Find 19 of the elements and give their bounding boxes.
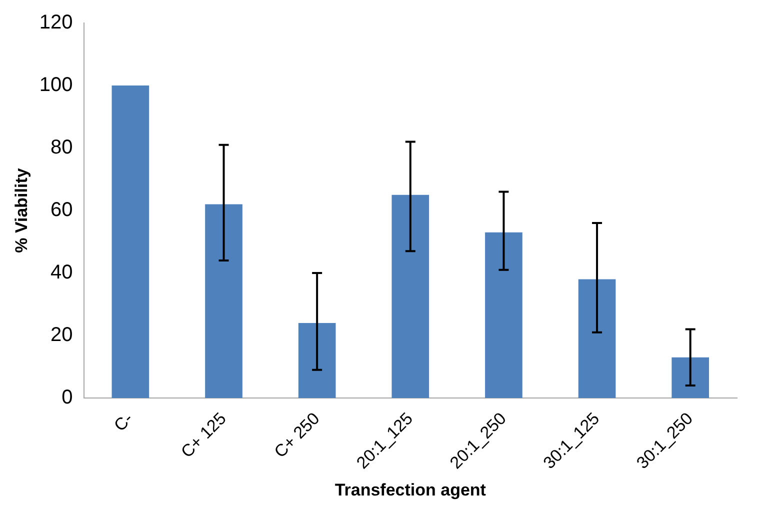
bar (392, 194, 430, 398)
bar (672, 357, 710, 398)
y-axis-title: % Viability (12, 168, 31, 253)
bar (578, 279, 616, 398)
bar (298, 323, 336, 398)
x-tick-label: C- (110, 408, 137, 436)
bar (485, 232, 522, 398)
x-axis-title: Transfection agent (334, 480, 486, 500)
y-tick-label: 120 (39, 12, 73, 34)
x-tick-label: C+ 125 (177, 408, 230, 462)
y-tick-label: 60 (50, 199, 73, 222)
x-tick-label: C+ 250 (270, 408, 324, 462)
y-tick-label: 0 (62, 386, 73, 409)
y-tick-label: 80 (50, 136, 73, 159)
y-tick-label: 20 (50, 324, 73, 346)
bar (112, 86, 150, 398)
y-tick-label: 100 (39, 74, 73, 96)
bar (205, 204, 242, 398)
y-tick-label: 40 (50, 262, 73, 284)
